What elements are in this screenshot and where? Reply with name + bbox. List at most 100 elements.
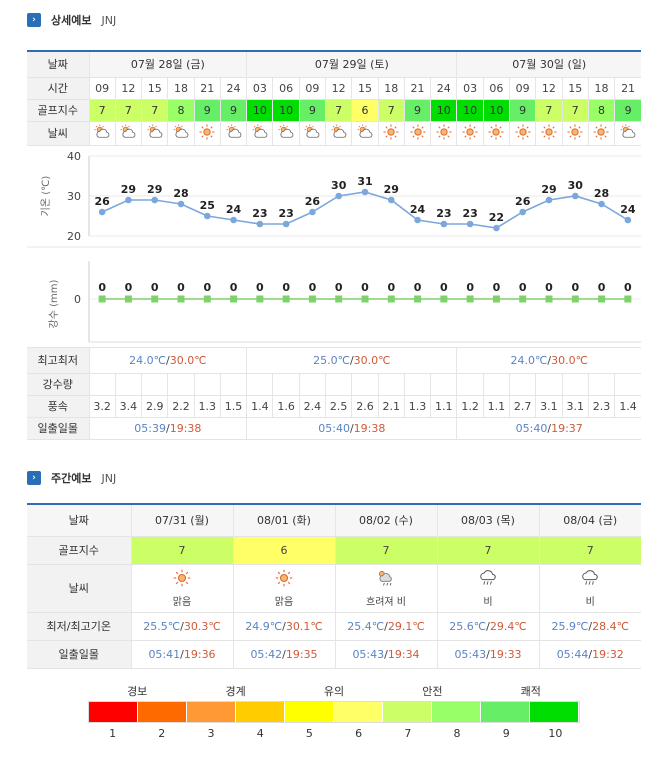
wind-cell: 3.2 — [89, 395, 116, 418]
weekly-sun: 05:44/19:32 — [539, 640, 641, 669]
temp-data-label: 26 — [305, 195, 321, 208]
rain-point — [124, 295, 132, 302]
day-header: 07월 28일 (금) — [89, 51, 248, 78]
legend-label: 쾌적 — [520, 685, 541, 698]
wind-cell: 3.4 — [115, 395, 143, 418]
legend-number: 9 — [502, 727, 510, 740]
max-temp: 29.4℃ — [489, 619, 527, 633]
rain-point — [335, 295, 343, 302]
hour-cell: 06 — [483, 77, 511, 100]
sunrise: 05:44 — [556, 647, 589, 661]
legend-number: 10 — [548, 727, 563, 740]
golf-label: 골프지수 — [27, 99, 90, 122]
weather-cell — [272, 121, 300, 146]
rain-cell — [404, 373, 432, 396]
temp-point — [177, 200, 185, 207]
temp-point — [414, 216, 421, 223]
wind-cell: 3.1 — [562, 395, 589, 418]
temp-point — [493, 224, 500, 231]
hour-cell: 18 — [378, 77, 405, 100]
rain-cell — [588, 373, 616, 396]
weather-cell — [404, 121, 432, 146]
rain-data-label: 0 — [440, 281, 448, 294]
rain-data-label: 0 — [598, 281, 606, 294]
temp-point — [598, 200, 605, 207]
sun-label: 일출일몰 — [27, 417, 90, 440]
sunrise: 05:41 — [148, 647, 181, 661]
legend-color-bar — [88, 701, 580, 723]
hour-cell: 15 — [141, 77, 169, 100]
rain-data-label: 0 — [624, 281, 632, 294]
rain-point — [151, 295, 159, 302]
golf-index-cell: 9 — [614, 99, 641, 122]
weekly-weather-text: 맑음 — [274, 597, 294, 608]
temp-point — [466, 220, 474, 227]
partly-cloudy-icon — [251, 123, 269, 144]
weekly-title: 주간예보 — [51, 472, 92, 485]
legend-scale: 1 2 3 4 5 6 7 8 9 10 — [88, 727, 580, 740]
temp-data-label: 31 — [357, 175, 372, 188]
weekly-weather-text: 맑음 — [172, 597, 192, 608]
sunset: 19:37 — [551, 421, 583, 435]
sunset: 19:33 — [489, 647, 522, 661]
weekly-code: JNJ — [101, 471, 117, 485]
rain-point — [230, 295, 238, 302]
weekly-weather-text: 비 — [585, 597, 595, 608]
weather-cell — [115, 121, 143, 146]
rain-cell — [562, 373, 589, 396]
rain-data-label: 0 — [98, 281, 106, 294]
rain-data-label: 0 — [309, 281, 317, 294]
wind-cell: 2.6 — [351, 395, 379, 418]
sunrise: 05:40 — [515, 421, 548, 435]
golf-index-cell: 7 — [378, 99, 405, 122]
wind-cell: 1.1 — [483, 395, 511, 418]
rain-data-label: 0 — [335, 281, 343, 294]
legend-swatch — [432, 702, 481, 722]
temp-point — [203, 212, 211, 219]
temp-data-label: 23 — [278, 207, 293, 220]
sunset: 19:35 — [285, 647, 318, 661]
legend-label: 경계 — [225, 685, 246, 698]
temp-data-label: 22 — [489, 211, 504, 224]
sun-day: 05:39/19:38 — [89, 417, 248, 440]
wind-cell: 2.7 — [509, 395, 537, 418]
golf-index-cell: 10 — [483, 99, 511, 122]
rain-point — [492, 295, 500, 302]
sun-icon — [566, 123, 584, 144]
time-row: 시간 09 12 15 18 21 24 03 06 09 12 15 18 21 24 03 06 09 12 1… — [27, 77, 641, 100]
rain-data-label: 0 — [151, 281, 159, 294]
wind-cell: 2.3 — [588, 395, 616, 418]
legend-label: 안전 — [422, 685, 443, 698]
max-temp: 30.0℃ — [169, 353, 207, 367]
weather-cell — [562, 121, 589, 146]
weather-cell — [588, 121, 616, 146]
rain-cell — [325, 373, 353, 396]
legend-swatch — [89, 702, 138, 722]
weekly-temp: 25.4℃/29.1℃ — [335, 612, 438, 641]
rain-cell — [272, 373, 300, 396]
temp-point — [440, 220, 448, 227]
min-temp: 25.6℃ — [449, 619, 487, 633]
cloudy-rain-icon — [336, 568, 437, 591]
rain-cell — [456, 373, 484, 396]
max-temp: 30.3℃ — [183, 619, 221, 633]
weather-cell — [167, 121, 195, 146]
weekly-golf-index: 7 — [437, 536, 540, 565]
rain-data-label: 0 — [466, 281, 474, 294]
golf-index-cell: 7 — [89, 99, 116, 122]
legend-number: 4 — [256, 727, 264, 740]
minmax-row: 최고최저 24.0℃/30.0℃ 25.0℃/30.0℃ 24.0℃/30.0℃ — [27, 347, 641, 374]
wind-cell: 1.3 — [194, 395, 221, 418]
hour-cell: 21 — [404, 77, 432, 100]
weekly-sun-row: 일출일몰 05:41/19:36 05:42/19:35 05:43/19:34 05… — [27, 640, 641, 669]
rain-cell — [430, 373, 458, 396]
golf-index-cell: 10 — [430, 99, 458, 122]
wind-cell: 2.1 — [378, 395, 405, 418]
golf-index-cell: 7 — [535, 99, 563, 122]
temp-data-label: 30 — [568, 179, 584, 192]
rain-point — [203, 295, 211, 302]
date-row: 날짜 07월 28일 (금) 07월 29일 (토) 07월 30일 (일) — [27, 51, 641, 78]
weekly-date: 08/01 (화) — [233, 504, 336, 537]
min-temp: 25.4℃ — [347, 619, 385, 633]
